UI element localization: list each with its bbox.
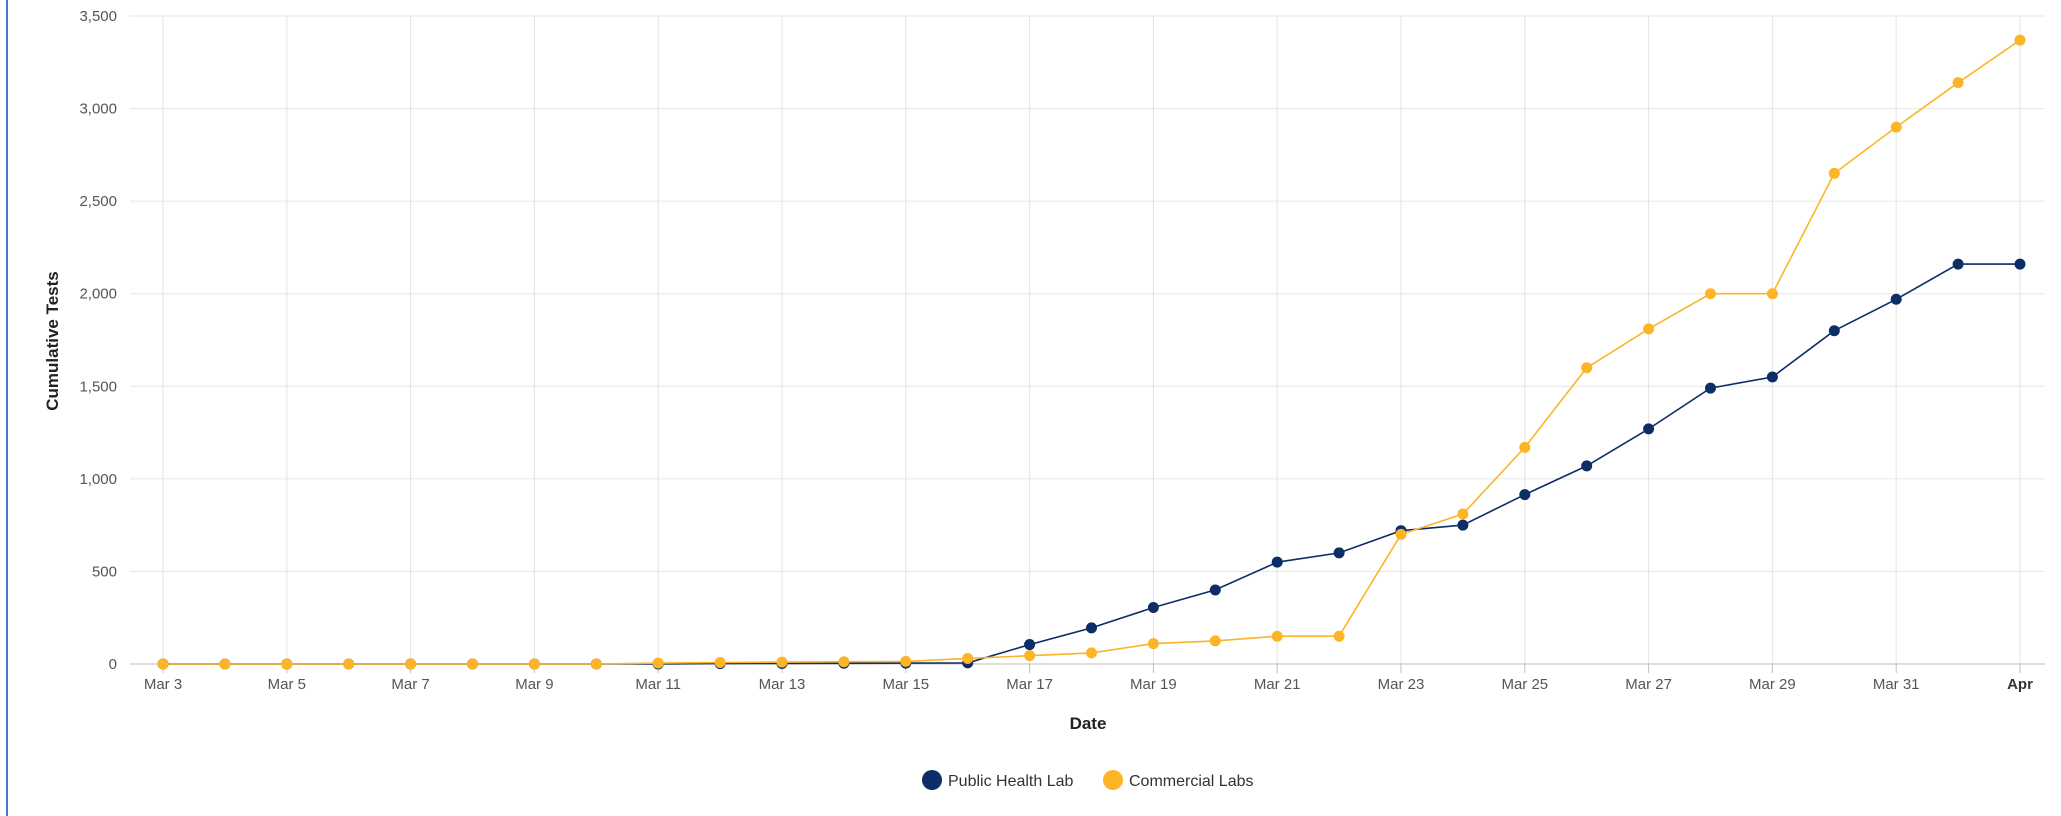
x-tick-label: Mar 13: [759, 676, 806, 693]
x-tick-label: Mar 3: [144, 676, 182, 693]
y-axis-ticks: 0 500 1,000 1,500 2,000 2,500 3,000 3,500: [79, 8, 117, 673]
data-point[interactable]: [157, 658, 169, 670]
data-point[interactable]: [1766, 288, 1778, 300]
y-tick-label: 1,500: [79, 378, 117, 395]
data-point[interactable]: [1581, 460, 1593, 472]
x-tick-label: Mar 29: [1749, 676, 1796, 693]
x-tick-label: Mar 11: [635, 676, 681, 693]
data-point[interactable]: [1890, 121, 1902, 133]
data-point[interactable]: [1828, 325, 1840, 337]
y-tick-label: 2,500: [79, 193, 117, 210]
x-tick-label: Mar 19: [1130, 676, 1177, 693]
x-tick-label: Mar 25: [1501, 676, 1548, 693]
data-point[interactable]: [590, 658, 602, 670]
series-line-commercial-labs: [163, 39, 2021, 665]
data-point[interactable]: [1395, 528, 1407, 540]
vertical-gridlines: [162, 16, 2021, 664]
data-point[interactable]: [219, 658, 231, 670]
data-point[interactable]: [1705, 288, 1716, 300]
y-axis-title: Cumulative Tests: [43, 271, 62, 411]
data-point[interactable]: [1271, 630, 1283, 642]
left-border: [6, 0, 8, 816]
data-point[interactable]: [714, 657, 726, 669]
series-layer: [157, 34, 2026, 670]
y-tick-label: 1,000: [79, 471, 117, 488]
x-tick-label: Mar 7: [391, 676, 429, 693]
data-point[interactable]: [281, 658, 293, 670]
data-point[interactable]: [467, 658, 478, 670]
x-tick-label: Mar 17: [1006, 676, 1053, 693]
data-point[interactable]: [1209, 635, 1221, 647]
legend-label: Commercial Labs: [1129, 773, 1253, 790]
data-point[interactable]: [1457, 508, 1469, 520]
legend-item-commercial-labs[interactable]: Commercial Labs: [1103, 770, 1253, 790]
data-point[interactable]: [652, 657, 664, 669]
y-tick-label: 0: [109, 656, 117, 673]
x-axis-ticks: Mar 3 Mar 5 Mar 7 Mar 9 Mar 11 Mar 13 Mar 15 Ma…: [144, 664, 2033, 693]
data-point[interactable]: [343, 658, 355, 670]
data-point[interactable]: [2014, 258, 2026, 270]
data-point[interactable]: [838, 656, 850, 668]
y-tick-label: 500: [92, 563, 117, 580]
data-point[interactable]: [2014, 34, 2026, 46]
data-point[interactable]: [1147, 602, 1159, 614]
data-point[interactable]: [1086, 647, 1097, 659]
data-point[interactable]: [1890, 293, 1902, 305]
x-tick-label: Mar 27: [1625, 676, 1672, 693]
legend-marker: [1103, 770, 1123, 790]
legend[interactable]: Public Health Lab Commercial Labs: [922, 770, 1253, 790]
series-public-health-lab: [157, 258, 2026, 670]
series-line-public-health-lab: [163, 263, 2020, 665]
x-tick-label: Apr: [2007, 676, 2033, 693]
data-point[interactable]: [1519, 441, 1531, 453]
data-point[interactable]: [1952, 77, 1964, 89]
x-tick-label: Mar 21: [1254, 676, 1301, 693]
data-point[interactable]: [1086, 622, 1097, 634]
x-axis-title: Date: [1070, 714, 1107, 733]
data-point[interactable]: [528, 658, 540, 670]
y-tick-label: 3,000: [79, 101, 117, 118]
data-point[interactable]: [1705, 382, 1716, 394]
data-point[interactable]: [776, 656, 788, 668]
data-point[interactable]: [1519, 489, 1531, 501]
data-point[interactable]: [1581, 362, 1593, 374]
data-point[interactable]: [900, 655, 912, 667]
data-point[interactable]: [405, 658, 417, 670]
x-tick-label: Mar 31: [1873, 676, 1920, 693]
data-point[interactable]: [1952, 258, 1964, 270]
series-commercial-labs: [157, 34, 2026, 670]
data-point[interactable]: [962, 652, 974, 664]
legend-label: Public Health Lab: [948, 773, 1074, 790]
data-point[interactable]: [1643, 323, 1655, 335]
data-point[interactable]: [1766, 371, 1778, 383]
legend-marker: [922, 770, 942, 790]
data-point[interactable]: [1643, 423, 1655, 435]
x-tick-label: Mar 9: [515, 676, 553, 693]
data-point[interactable]: [1209, 584, 1221, 596]
data-point[interactable]: [1024, 639, 1036, 651]
data-point[interactable]: [1147, 638, 1159, 650]
x-tick-label: Mar 15: [882, 676, 929, 693]
legend-item-public-health-lab[interactable]: Public Health Lab: [922, 770, 1074, 790]
data-point[interactable]: [1457, 519, 1469, 531]
data-point[interactable]: [1271, 556, 1283, 568]
data-point[interactable]: [1333, 547, 1345, 559]
data-point[interactable]: [1333, 630, 1345, 642]
data-point[interactable]: [1828, 167, 1840, 179]
x-tick-label: Mar 5: [268, 676, 306, 693]
y-tick-label: 2,000: [79, 286, 117, 303]
x-tick-label: Mar 23: [1378, 676, 1425, 693]
data-point[interactable]: [1024, 650, 1036, 662]
y-tick-label: 3,500: [79, 8, 117, 25]
